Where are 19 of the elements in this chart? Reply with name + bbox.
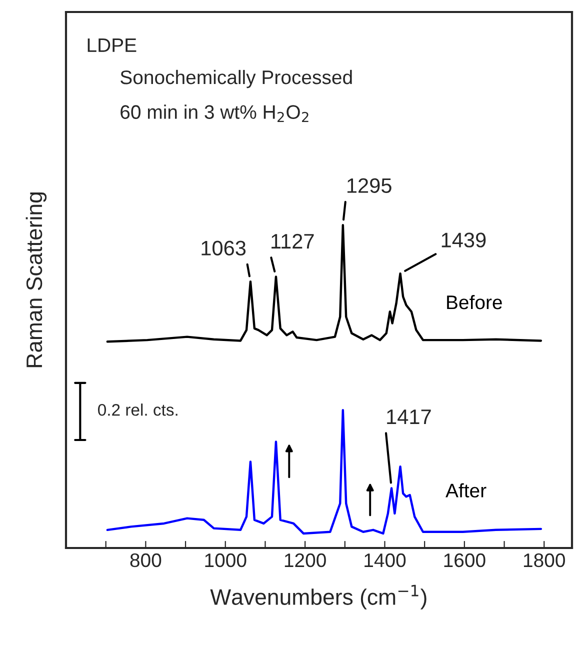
y-axis-title: Raman Scattering [26, 192, 47, 368]
x-tick-label: 1400 [364, 553, 406, 568]
x-axis-title: Wavenumbers (cm$^{−1}$) [210, 584, 426, 610]
annotation: 1439 [442, 232, 486, 248]
annotation: 0.2 rel. cts. [98, 404, 178, 416]
text: 60 min in 3 wt% H$_{2}$O$_{2}$ [120, 104, 308, 122]
annotation: 1127 [272, 234, 314, 248]
x-tick-label: 1000 [205, 553, 246, 568]
series-label: After [446, 483, 486, 498]
x-tick-label: 1600 [444, 553, 486, 568]
text: LDPE [88, 38, 136, 52]
series-label: Before [447, 294, 502, 310]
annotation: 1417 [387, 410, 431, 424]
x-tick-label: 1800 [524, 553, 565, 568]
annotation: 1063 [202, 240, 246, 256]
x-tick-label: 1200 [284, 553, 326, 568]
annotation: 1295 [347, 178, 392, 193]
x-tick-label: 800 [130, 553, 162, 568]
text: Sonochemically Processed [120, 70, 352, 88]
